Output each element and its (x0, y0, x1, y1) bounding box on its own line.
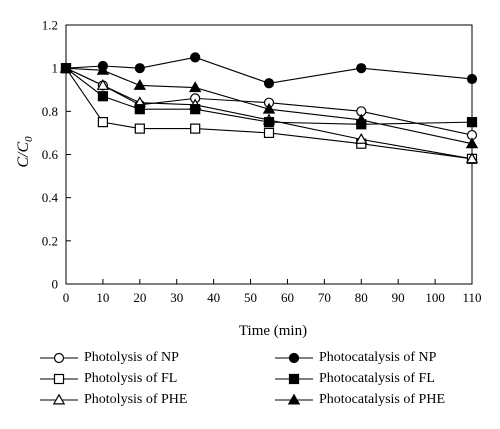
data-point-series-5 (188, 81, 202, 93)
data-point-series-5 (133, 79, 147, 90)
x-tick-label: 0 (63, 290, 70, 305)
legend-swatch (40, 393, 78, 405)
y-tick-label: 0 (52, 277, 59, 292)
data-point-series-1 (190, 123, 201, 134)
y-tick-label: 0.8 (42, 104, 58, 119)
chart-legend: Photolysis of NP Photolysis of FL Photolys… (40, 348, 480, 412)
x-tick-label: 100 (425, 290, 445, 305)
y-tick-label: 0.2 (42, 233, 58, 248)
y-tick-label: 0.6 (42, 147, 59, 162)
chart-axes: 0 10 20 30 40 50 60 70 80 90 100 110 0 0.2 0.4 0.6 0.8 1 1… (42, 18, 482, 306)
legend-label: Photolysis of FL (84, 371, 178, 386)
legend-label: Photolysis of NP (84, 350, 179, 365)
legend-item: Photolysis of PHE (40, 390, 187, 410)
x-tick-label: 50 (244, 290, 257, 305)
x-tick-label: 30 (170, 290, 183, 305)
data-point-series-4 (466, 117, 478, 128)
data-point-series-1 (97, 117, 109, 128)
legend-swatch (275, 393, 313, 405)
data-point-series-4 (190, 104, 201, 115)
data-point-series-5 (59, 61, 73, 73)
data-point-series-5 (355, 113, 368, 125)
legend-item: Photocatalysis of PHE (275, 390, 445, 410)
legend-label: Photocatalysis of NP (319, 350, 437, 365)
legend-swatch (40, 373, 78, 385)
x-tick-label: 70 (318, 290, 331, 305)
data-point-series-3 (190, 52, 201, 63)
x-tick-label: 90 (392, 290, 405, 305)
data-point-series-3 (466, 73, 478, 85)
data-point-series-4 (97, 91, 109, 102)
data-point-series-1 (134, 123, 145, 134)
legend-marker (53, 352, 65, 364)
data-point-series-3 (263, 78, 275, 89)
legend-marker (288, 373, 300, 385)
legend-label: Photocatalysis of PHE (319, 392, 445, 407)
y-tick-label: 1 (52, 61, 59, 76)
legend-item: Photocatalysis of FL (275, 369, 435, 389)
legend-marker (288, 352, 300, 364)
legend-marker (52, 393, 66, 405)
legend-swatch (275, 352, 313, 364)
legend-swatch (40, 352, 78, 364)
data-point-series-3 (134, 63, 145, 74)
legend-item: Photolysis of NP (40, 348, 179, 368)
y-tick-label: 0.4 (42, 190, 59, 205)
x-tick-label: 60 (281, 290, 294, 305)
x-tick-label: 110 (462, 290, 481, 305)
y-axis-label-main: C/C (15, 142, 32, 168)
legend-marker (53, 373, 65, 385)
data-point-series-5 (262, 102, 276, 114)
y-tick-label: 1.2 (42, 18, 58, 33)
legend-item: Photocatalysis of NP (275, 348, 436, 368)
x-tick-label: 80 (355, 290, 368, 305)
data-point-series-4 (263, 117, 275, 128)
data-point-series-3 (356, 63, 367, 74)
data-point-series-5 (96, 63, 110, 75)
data-point-series-1 (263, 127, 275, 139)
x-axis-label: Time (min) (239, 323, 307, 339)
data-point-series-2 (96, 79, 110, 90)
legend-label: Photocatalysis of FL (319, 371, 435, 386)
data-point-series-2 (465, 152, 479, 164)
x-tick-label: 20 (133, 290, 146, 305)
y-axis-label: C/C0 (15, 136, 35, 168)
chart-series-markers (59, 52, 479, 164)
data-point-series-2 (355, 133, 368, 144)
legend-item: Photolysis of FL (40, 369, 177, 389)
plot-frame (65, 24, 473, 285)
x-tick-label: 10 (96, 290, 109, 305)
data-point-series-5 (465, 137, 479, 149)
legend-marker (287, 393, 301, 405)
y-axis-label-subscript: 0 (23, 136, 35, 142)
x-tick-label: 40 (207, 290, 220, 305)
legend-swatch (275, 373, 313, 385)
legend-label: Photolysis of PHE (84, 392, 188, 407)
data-point-series-4 (134, 104, 145, 115)
